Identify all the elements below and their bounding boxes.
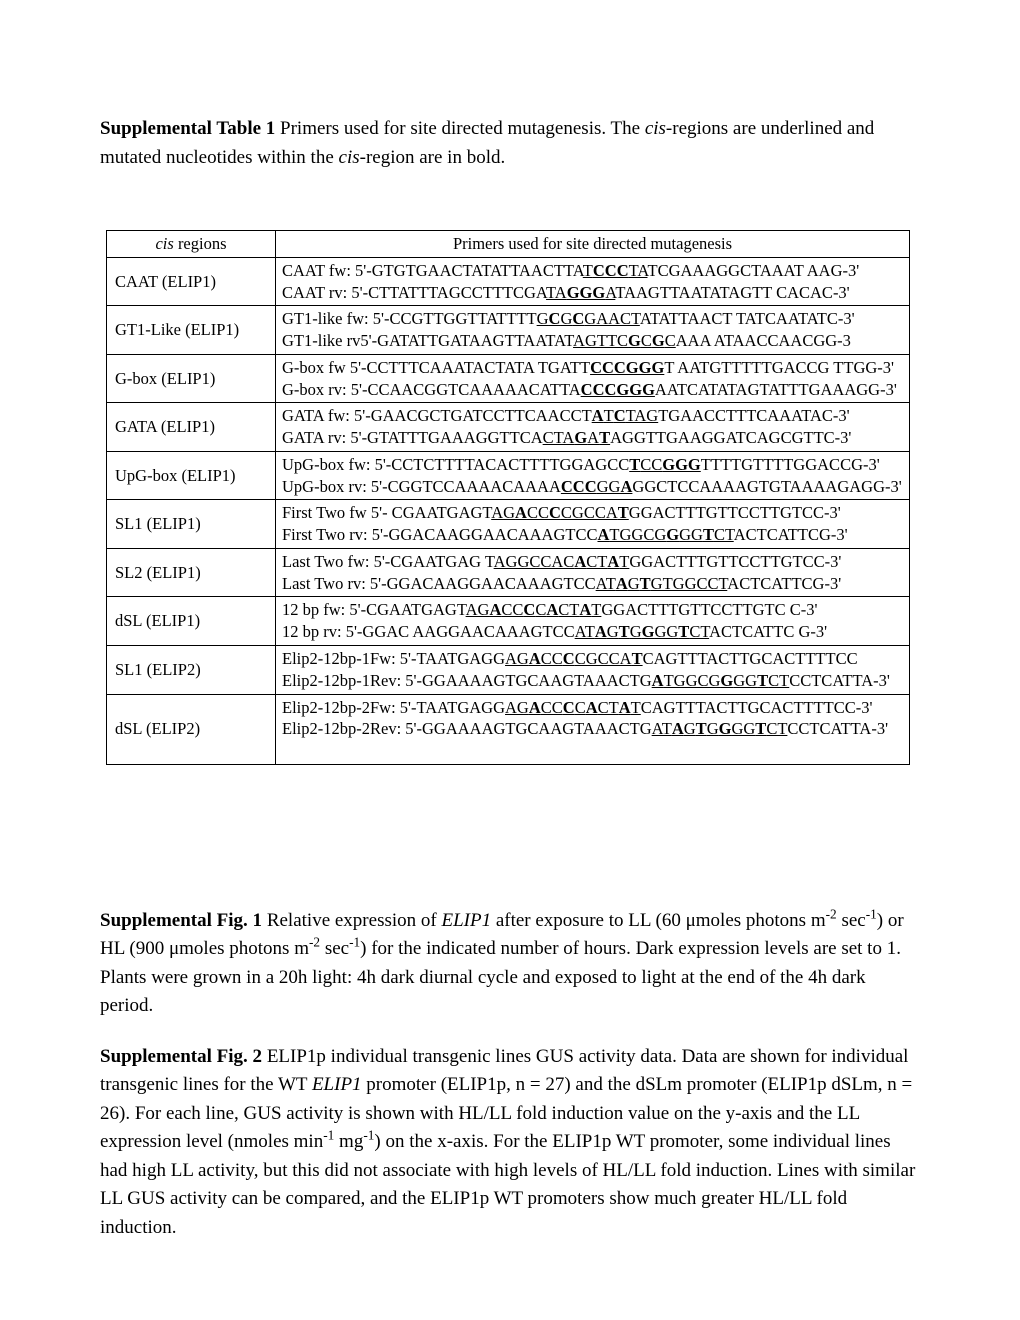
primer-cell: CAAT fw: 5'-GTGTGAACTATATTAACTTATCCCTATC… <box>276 257 910 306</box>
primer-cell: G-box fw 5'-CCTTTCAAATACTATA TGATTCCCGGG… <box>276 354 910 403</box>
primers-table: cis regions Primers used for site direct… <box>106 230 910 765</box>
fig2-caption: Supplemental Fig. 2 ELIP1p individual tr… <box>100 1043 920 1243</box>
region-cell: SL1 (ELIP2) <box>107 646 276 695</box>
primer-cell: Elip2-12bp-2Fw: 5'-TAATGAGGAGACCCCACTATC… <box>276 694 910 764</box>
table-header-regions: cis regions <box>107 231 276 258</box>
region-cell: UpG-box (ELIP1) <box>107 451 276 500</box>
table-header-primers: Primers used for site directed mutagenes… <box>276 231 910 258</box>
primer-cell: GATA fw: 5'-GAACGCTGATCCTTCAACCTATCTAGTG… <box>276 403 910 452</box>
table1-caption: Supplemental Table 1 Primers used for si… <box>100 115 920 172</box>
primer-cell: Last Two fw: 5'-CGAATGAG TAGGCCACACTATGG… <box>276 548 910 597</box>
primer-cell: UpG-box fw: 5'-CCTCTTTTACACTTTTGGAGCCTCC… <box>276 451 910 500</box>
region-cell: G-box (ELIP1) <box>107 354 276 403</box>
region-cell: SL1 (ELIP1) <box>107 500 276 549</box>
table1-label: Supplemental Table 1 <box>100 118 275 139</box>
fig1-caption: Supplemental Fig. 1 Relative expression … <box>100 907 920 1021</box>
primer-cell: GT1-like fw: 5'-CCGTTGGTTATTTTGCGCGAACTA… <box>276 306 910 355</box>
primer-cell: First Two fw 5'- CGAATGAGTAGACCCCGCCATGG… <box>276 500 910 549</box>
region-cell: GATA (ELIP1) <box>107 403 276 452</box>
region-cell: dSL (ELIP2) <box>107 694 276 764</box>
primer-cell: Elip2-12bp-1Fw: 5'-TAATGAGGAGACCCCGCCATC… <box>276 646 910 695</box>
region-cell: SL2 (ELIP1) <box>107 548 276 597</box>
primer-cell: 12 bp fw: 5'-CGAATGAGTAGACCCCACTATGGACTT… <box>276 597 910 646</box>
region-cell: GT1-Like (ELIP1) <box>107 306 276 355</box>
region-cell: dSL (ELIP1) <box>107 597 276 646</box>
region-cell: CAAT (ELIP1) <box>107 257 276 306</box>
